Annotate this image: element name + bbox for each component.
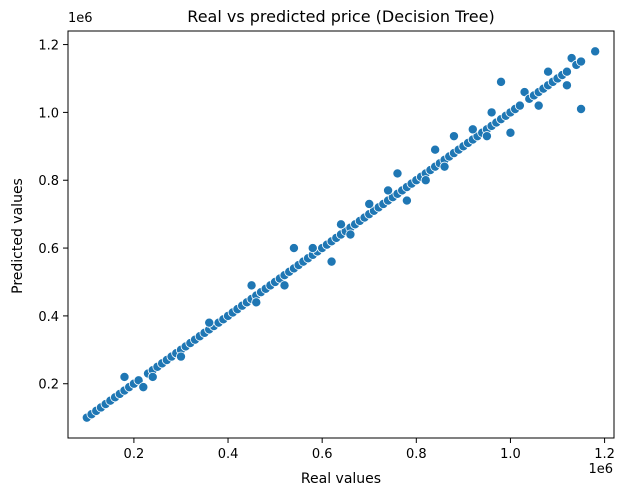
data-point (505, 127, 516, 138)
x-tick-label: 0.6 (312, 447, 333, 462)
data-point (486, 107, 497, 118)
data-point (288, 243, 299, 254)
data-point (561, 80, 572, 91)
data-point (543, 66, 554, 77)
data-point (335, 219, 346, 230)
y-tick-label: 1.0 (38, 106, 59, 121)
data-point (326, 256, 337, 267)
data-point (246, 280, 257, 291)
data-point (119, 371, 130, 382)
y-tick-label: 0.4 (38, 310, 59, 325)
data-point (439, 161, 450, 172)
x-tick-label: 0.2 (124, 447, 145, 462)
x-offset-label: 1e6 (588, 462, 613, 477)
data-point (420, 175, 431, 186)
data-point (496, 76, 507, 87)
plot-frame (67, 30, 615, 439)
y-tick-label: 0.6 (38, 242, 59, 257)
data-point (345, 229, 356, 240)
data-point (204, 317, 215, 328)
data-point (383, 185, 394, 196)
x-tick-label: 0.8 (406, 447, 427, 462)
x-tick-label: 1.2 (594, 447, 615, 462)
data-point (307, 243, 318, 254)
x-axis-label: Real values (301, 471, 381, 487)
y-tick-label: 0.2 (38, 378, 59, 393)
data-point (519, 87, 530, 98)
x-tick-label: 1.0 (500, 447, 521, 462)
data-point (175, 351, 186, 362)
y-tick-label: 0.8 (38, 174, 59, 189)
data-point (133, 375, 144, 386)
chart-title: Real vs predicted price (Decision Tree) (187, 7, 494, 26)
data-point (566, 53, 577, 64)
y-offset-label: 1e6 (68, 11, 93, 26)
data-point (448, 131, 459, 142)
x-tick-label: 0.4 (218, 447, 239, 462)
data-point (576, 104, 587, 115)
data-point (533, 100, 544, 111)
data-point (576, 56, 587, 67)
y-axis-label: Predicted values (10, 178, 26, 294)
data-point (392, 168, 403, 179)
data-point (430, 144, 441, 155)
data-point (401, 195, 412, 206)
data-point (590, 46, 601, 57)
data-point (467, 124, 478, 135)
data-point (251, 297, 262, 308)
data-point (279, 280, 290, 291)
data-point (147, 371, 158, 382)
data-point (561, 66, 572, 77)
data-point (138, 382, 149, 393)
data-point (481, 131, 492, 142)
data-point (364, 198, 375, 209)
data-point (514, 100, 525, 111)
y-tick-label: 1.2 (38, 39, 59, 54)
